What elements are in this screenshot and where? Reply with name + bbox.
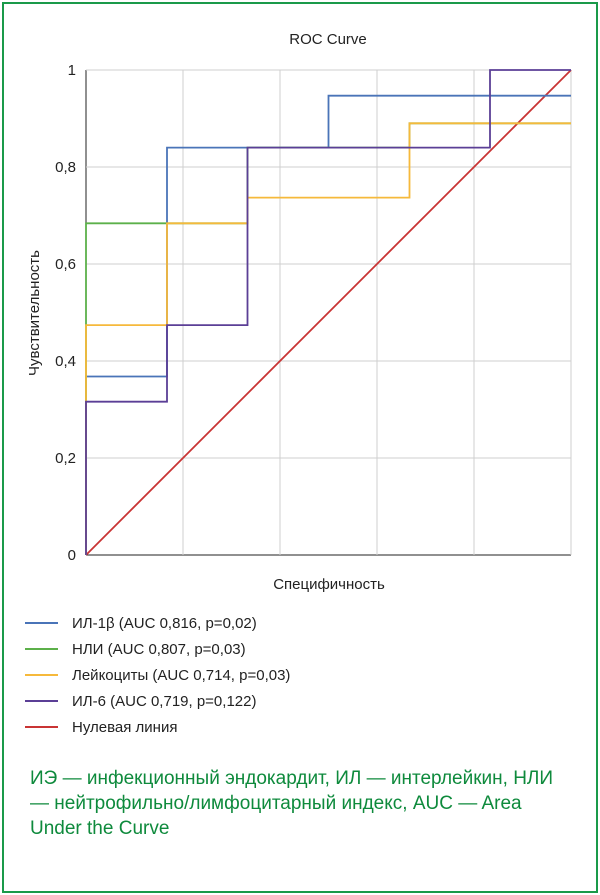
y-tick-label: 0,2: [55, 450, 76, 467]
legend-label: ИЛ-1β (AUC 0,816, p=0,02): [72, 614, 257, 632]
roc-chart: ROC Curve 0 0,2 0,4 0,6 0,8 1 Специфичность Ч…: [26, 31, 572, 593]
x-axis-label: Специфичность: [273, 576, 385, 593]
legend-swatch: [25, 700, 58, 702]
y-tick-label: 1: [68, 62, 76, 79]
y-tick-label: 0,4: [55, 353, 76, 370]
legend-label: Лейкоциты (AUC 0,714, p=0,03): [72, 666, 291, 684]
y-axis-label: Чувствительность: [26, 250, 43, 376]
legend-swatch: [25, 648, 58, 650]
series-line-4: [85, 69, 571, 555]
legend-swatch: [25, 622, 58, 624]
legend-label: Нулевая линия: [72, 718, 178, 736]
series-line-2: [85, 122, 571, 555]
legend-label: ИЛ-6 (AUC 0,719, p=0,122): [72, 692, 257, 710]
legend: ИЛ-1β (AUC 0,816, p=0,02) НЛИ (AUC 0,807,…: [25, 610, 290, 740]
legend-item: НЛИ (AUC 0,807, p=0,03): [25, 636, 290, 662]
series-line-3: [85, 122, 571, 555]
series-lines: [85, 69, 572, 556]
y-tick-label: 0,8: [55, 159, 76, 176]
legend-label: НЛИ (AUC 0,807, p=0,03): [72, 640, 246, 658]
y-tick-label: 0,6: [55, 256, 76, 273]
chart-title: ROC Curve: [289, 31, 367, 48]
legend-swatch: [25, 726, 58, 728]
legend-item: Лейкоциты (AUC 0,714, p=0,03): [25, 662, 290, 688]
abbreviations-note: ИЭ — инфекционный эндокардит, ИЛ — интер…: [30, 768, 554, 839]
legend-item: ИЛ-6 (AUC 0,719, p=0,122): [25, 688, 290, 714]
y-tick-labels: 0 0,2 0,4 0,6 0,8 1: [55, 62, 76, 564]
legend-item: Нулевая линия: [25, 714, 290, 740]
legend-swatch: [25, 674, 58, 676]
series-line-5: [85, 69, 572, 556]
legend-item: ИЛ-1β (AUC 0,816, p=0,02): [25, 610, 290, 636]
y-tick-label: 0: [68, 547, 76, 564]
